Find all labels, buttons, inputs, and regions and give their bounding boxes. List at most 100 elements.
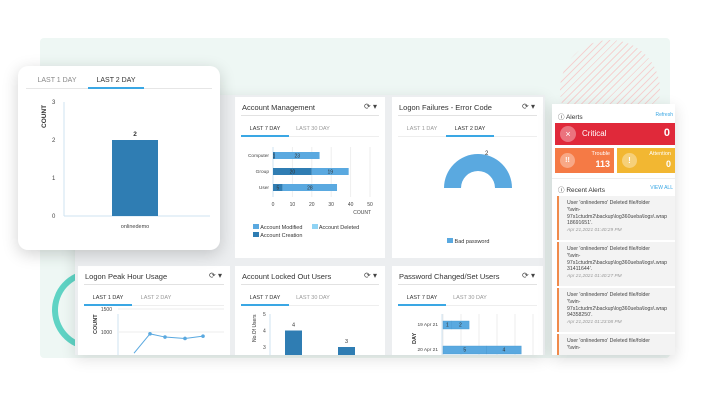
donut-value-label: 2 [485,151,489,157]
alert-time: Apr 21,2021 01:40:27 PM [567,274,622,280]
alert-item[interactable]: User 'onlinedemo' Deleted file/folder '\\… [557,334,675,355]
widget-actions[interactable]: ⟳ ▾ [522,271,535,280]
refresh-icon[interactable]: ⟳ [364,102,371,111]
alert-item[interactable]: User 'onlinedemo' Deleted file/folder '\\… [557,288,675,332]
chevron-down-icon[interactable]: ▾ [530,271,535,280]
chevron-down-icon[interactable]: ▾ [217,271,222,280]
widget-account-management: Account Management ⟳ ▾ LAST 7 DAY LAST 30… [235,97,385,258]
alert-text: '\\win- [567,298,581,305]
critical-box[interactable]: × Critical 0 [555,123,675,145]
tab-last-2-day[interactable]: LAST 2 DAY [140,295,172,301]
bar-segment [273,184,283,191]
tab-last-7-day[interactable]: LAST 7 DAY [241,126,289,137]
refresh-icon[interactable]: ⟳ [209,271,216,280]
exclamation-icon: ! [622,153,637,168]
bar-segment [311,168,349,175]
alert-item[interactable]: User 'onlinedemo' Deleted file/folder '\\… [557,242,675,286]
widget-actions[interactable]: ⟳ ▾ [364,271,377,280]
refresh-icon[interactable]: ⟳ [522,271,529,280]
chevron-down-icon[interactable]: ▾ [530,102,535,111]
tab-last-30-day[interactable]: LAST 30 DAY [296,126,330,132]
bar-value-label: 1 [273,153,276,159]
refresh-icon[interactable]: ⟳ [522,102,529,111]
data-point [201,334,205,338]
alert-text: '\\win- [567,206,581,213]
recent-alerts-title: ⓘ Recent Alerts [558,187,605,194]
widget-title: Account Management [242,103,315,112]
y-axis-label: DAY [412,333,418,344]
widget-logon-failures: Logon Failures - Error Code ⟳ ▾ LAST 1 D… [392,97,543,258]
x-tick-label: 20 [309,202,315,208]
attention-label: Attention [649,151,671,157]
x-tick-label: 50 [367,202,373,208]
bar-chart: 5 4 3 No.Of Users 4 3 [252,312,355,355]
x-tick-label: 0 [272,202,275,208]
view-all-link[interactable]: VIEW ALL [650,185,673,191]
floating-chart-card: LAST 1 DAY LAST 2 DAY 0 1 2 3 COUNT 2 onlinede… [18,66,220,250]
tab-last-1-day[interactable]: LAST 1 DAY [84,295,132,306]
account-management-chart: 0 10 20 30 40 50 COUNT Computer 1 23 Group 20 19 User… [235,142,385,232]
alert-text: 97s1ctudm2\backup\log360ueba\logs\.wrap [567,305,668,312]
alerts-panel: ⓘ Alerts Refresh × Critical 0 !! Trouble… [552,104,675,355]
donut-chart: 2 [444,151,512,188]
attention-box[interactable]: ! Attention 0 [617,148,675,173]
tab-last-2-day[interactable]: LAST 2 DAY [88,77,144,89]
x-tick-label: 40 [348,202,354,208]
refresh-icon[interactable]: ⟳ [364,271,371,280]
legend-deleted: Account Deleted [318,225,360,231]
y-tick-label: 3 [52,100,56,106]
x-tick-label: 10 [290,202,296,208]
bar-segment [451,320,470,330]
widget-title: Logon Failures - Error Code [399,103,492,112]
trouble-count: 113 [595,159,610,169]
critical-count: 0 [663,127,670,139]
trouble-label: Trouble [591,151,610,157]
chevron-down-icon[interactable]: ▾ [372,271,377,280]
widget-locked-out: Account Locked Out Users ⟳ ▾ LAST 7 DAY L… [235,266,385,355]
alert-text: 18691651'. [567,220,593,227]
y-tick-label: User [259,185,270,191]
tab-last-30-day[interactable]: LAST 30 DAY [296,295,330,301]
alert-text: 31411644'. [567,266,593,273]
widget-actions[interactable]: ⟳ ▾ [364,102,377,111]
tab-last-1-day[interactable]: LAST 1 DAY [406,126,438,132]
stacked-bar-svg: 0 10 20 30 40 50 COUNT Computer 1 23 Group 20 19 User… [248,147,373,216]
bar-value-label: 2 [459,323,462,329]
tab-last-7-day[interactable]: LAST 7 DAY [398,295,446,306]
y-tick-label: Computer [248,153,269,159]
y-axis-label: COUNT [93,314,99,334]
alert-text: User 'onlinedemo' Deleted file/folder [567,292,651,298]
widget-title: Password Changed/Set Users [399,272,500,281]
alert-text: 97s1ctudm2\backup\log360ueba\logs\.wrap [567,213,668,220]
refresh-link[interactable]: Refresh [655,112,673,118]
tab-last-2-day[interactable]: LAST 2 DAY [446,126,494,137]
bar-value-label: 3 [345,339,348,345]
alert-text: User 'onlinedemo' Deleted file/folder [567,338,651,344]
bar-value-label: 1 [446,323,449,329]
widget-actions[interactable]: ⟳ ▾ [522,102,535,111]
y-tick-label: 5 [263,312,266,318]
alert-text: '\\win- [567,344,581,351]
widget-actions[interactable]: ⟳ ▾ [209,271,222,280]
bar-value-label: 5 [276,185,279,191]
widget-title: Account Locked Out Users [242,272,332,281]
bar-value-label: 4 [503,348,506,354]
bar-value-label: 20 [290,169,296,175]
tab-last-30-day[interactable]: LAST 30 DAY [453,295,487,301]
data-point [183,336,187,341]
y-tick-label: 19 Apr 21 [417,322,438,328]
y-tick-label: 3 [263,345,266,351]
tab-last-1-day[interactable]: LAST 1 DAY [37,77,77,84]
tab-last-7-day[interactable]: LAST 7 DAY [241,295,289,306]
y-tick-label: 20 Apr 21 [417,347,438,353]
x-tick-label: 30 [328,202,334,208]
y-tick-label: 1000 [101,330,112,336]
trouble-box[interactable]: !! Trouble 113 [555,148,614,173]
bar-value-label: 19 [327,169,333,175]
bar [338,347,355,355]
legend: Bad password [447,238,489,245]
alert-item[interactable]: User 'onlinedemo' Deleted file/folder '\\… [557,196,675,240]
y-tick-label: 1 [52,176,56,182]
chevron-down-icon[interactable]: ▾ [372,102,377,111]
